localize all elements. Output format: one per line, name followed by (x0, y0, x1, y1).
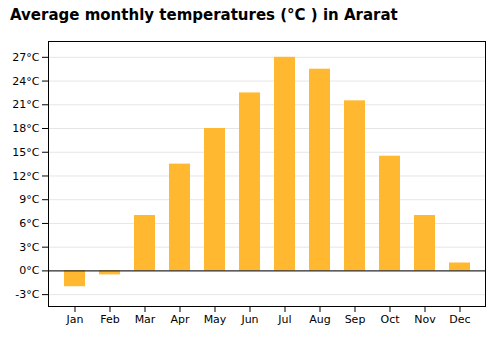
svg-text:24°C: 24°C (12, 75, 39, 88)
svg-text:18°C: 18°C (12, 122, 39, 135)
svg-text:3°C: 3°C (19, 241, 39, 254)
svg-text:Dec: Dec (449, 313, 470, 326)
svg-text:Jun: Jun (240, 313, 258, 326)
svg-text:Oct: Oct (380, 313, 400, 326)
svg-text:Aug: Aug (309, 313, 330, 326)
svg-text:Nov: Nov (414, 313, 436, 326)
svg-text:-3°C: -3°C (15, 288, 39, 301)
svg-text:Jan: Jan (66, 313, 84, 326)
svg-text:Feb: Feb (100, 313, 119, 326)
svg-text:6°C: 6°C (19, 217, 39, 230)
svg-text:12°C: 12°C (12, 169, 39, 182)
svg-text:Mar: Mar (135, 313, 156, 326)
svg-text:0°C: 0°C (19, 264, 39, 277)
html-text:Average monthly temperatures (: Average monthly temperatures (°C ) in Ar… (10, 6, 398, 24)
svg-text:9°C: 9°C (19, 193, 39, 206)
svg-text:15°C: 15°C (12, 146, 39, 159)
svg-text:21°C: 21°C (12, 98, 39, 111)
svg-text:Jul: Jul (277, 313, 291, 326)
svg-text:May: May (204, 313, 227, 326)
svg-text:27°C: 27°C (12, 51, 39, 64)
svg-text:Sep: Sep (345, 313, 366, 326)
svg-text:Apr: Apr (170, 313, 190, 326)
